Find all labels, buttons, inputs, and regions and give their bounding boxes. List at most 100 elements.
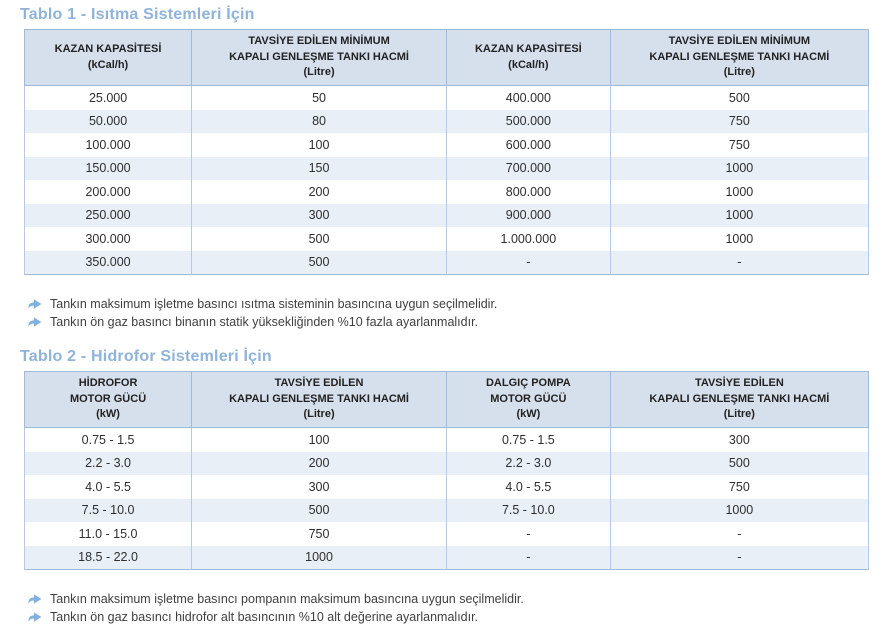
table-cell: 1000 [191,545,447,570]
table-cell: 1000 [609,227,870,251]
curved-right-arrow-icon [28,299,42,309]
table-cell: 1000 [609,203,870,227]
table-cell: 50 [191,85,447,110]
table-cell: 500 [609,85,870,110]
table1-header-boiler-capacity-left: KAZAN KAPASİTESİ (kCal/h) [23,29,193,86]
table1-header-row: KAZAN KAPASİTESİ (kCal/h) TAVSİYE EDİLEN… [23,29,870,86]
table-cell: 18.5 - 22.0 [23,545,193,570]
table1-title: Tablo 1 - Isıtma Sistemleri İçin [20,6,255,23]
table-cell: - [445,522,611,546]
table2-notes: Tankın maksimum işletme basıncı pompanın… [28,590,896,626]
table-cell: 350.000 [23,250,193,275]
table2-header: HİDROFOR MOTOR GÜCÜ (kW) TAVSİYE EDİLEN … [23,371,870,428]
table-cell: 0.75 - 1.5 [445,427,611,452]
table2: HİDROFOR MOTOR GÜCÜ (kW) TAVSİYE EDİLEN … [23,371,870,570]
table-cell: 400.000 [445,85,611,110]
table-row: 350.000 500- - [23,250,870,275]
table-row: 250.000 300 900.000 1000 [23,203,870,227]
table-cell: 800.000 [445,180,611,204]
table-cell: 500 [191,498,447,522]
table2-title: Tablo 2 - Hidrofor Sistemleri İçin [20,348,272,365]
table-cell: 1000 [609,180,870,204]
note-text: Tankın maksimum işletme basıncı pompanın… [50,592,524,606]
note-item: Tankın maksimum işletme basıncı ısıtma s… [28,295,896,313]
table-cell: 500.000 [445,109,611,133]
table-cell: - [445,545,611,570]
table-cell: 300 [191,475,447,499]
table-cell: - [609,250,870,275]
table-cell: 300 [609,427,870,452]
table1-header-boiler-capacity-right: KAZAN KAPASİTESİ (kCal/h) [445,29,611,86]
table-row: 0.75 - 1.5 100 0.75 - 1.5 300 [23,427,870,452]
table-cell: 500 [191,250,447,275]
page: Tablo 1 - Isıtma Sistemleri İçin KAZAN K… [20,6,896,626]
table-cell: 4.0 - 5.5 [23,475,193,499]
table2-header-tank-volume-left: TAVSİYE EDİLEN KAPALI GENLEŞME TANKI HAC… [191,371,447,428]
table-row: 11.0 - 15.0 750- - [23,522,870,546]
table-cell: 700.000 [445,156,611,180]
table-cell: 11.0 - 15.0 [23,522,193,546]
table-row: 2.2 - 3.0 200 2.2 - 3.0 500 [23,451,870,475]
table-cell: 7.5 - 10.0 [445,498,611,522]
table-row: 4.0 - 5.5 300 4.0 - 5.5 750 [23,475,870,499]
curved-right-arrow-icon [28,317,42,327]
table-cell: 200.000 [23,180,193,204]
table-cell: 900.000 [445,203,611,227]
table-cell: 750 [609,133,870,157]
table-row: 18.5 - 22.0 1000- - [23,545,870,570]
table-cell: 300 [191,203,447,227]
table2-header-hydrophore-motor-power: HİDROFOR MOTOR GÜCÜ (kW) [23,371,193,428]
table-cell: 100 [191,133,447,157]
table-cell: 100 [191,427,447,452]
table2-body: 0.75 - 1.5 100 0.75 - 1.5 300 2.2 - 3.0 200 2.… [23,427,870,570]
table-cell: 300.000 [23,227,193,251]
table-cell: 500 [191,227,447,251]
table-cell: 7.5 - 10.0 [23,498,193,522]
table-cell: - [609,522,870,546]
table-row: 150.000 150 700.000 1000 [23,156,870,180]
table-cell: 750 [609,109,870,133]
note-text: Tankın maksimum işletme basıncı ısıtma s… [50,297,498,311]
table-cell: 200 [191,451,447,475]
table1: KAZAN KAPASİTESİ (kCal/h) TAVSİYE EDİLEN… [23,29,870,275]
note-text: Tankın ön gaz basıncı binanın statik yük… [50,315,479,329]
note-item: Tankın ön gaz basıncı binanın statik yük… [28,313,896,331]
table2-header-tank-volume-right: TAVSİYE EDİLEN KAPALI GENLEŞME TANKI HAC… [609,371,870,428]
table-cell: 1000 [609,156,870,180]
note-item: Tankın ön gaz basıncı hidrofor alt basın… [28,608,896,626]
table-row: 50.000 80 500.000 750 [23,109,870,133]
table-row: 200.000 200 800.000 1000 [23,180,870,204]
table-cell: 0.75 - 1.5 [23,427,193,452]
table-cell: - [609,545,870,570]
table-cell: 250.000 [23,203,193,227]
table-cell: 25.000 [23,85,193,110]
table-cell: 750 [191,522,447,546]
table1-notes: Tankın maksimum işletme basıncı ısıtma s… [28,295,896,331]
table-cell: 50.000 [23,109,193,133]
table-cell: 150.000 [23,156,193,180]
note-text: Tankın ön gaz basıncı hidrofor alt basın… [50,610,479,624]
table1-body: 25.000 50 400.000 500 50.000 80 500.000 750 100.… [23,85,870,275]
table-cell: 750 [609,475,870,499]
table-cell: 500 [609,451,870,475]
curved-right-arrow-icon [28,612,42,622]
table-row: 25.000 50 400.000 500 [23,85,870,110]
table-row: 7.5 - 10.0 500 7.5 - 10.0 1000 [23,498,870,522]
table-cell: 600.000 [445,133,611,157]
table1-header-tank-volume-left: TAVSİYE EDİLEN MİNİMUM KAPALI GENLEŞME T… [191,29,447,86]
table-cell: 2.2 - 3.0 [445,451,611,475]
table-cell: 4.0 - 5.5 [445,475,611,499]
table1-header-tank-volume-right: TAVSİYE EDİLEN MİNİMUM KAPALI GENLEŞME T… [609,29,870,86]
table-cell: 1.000.000 [445,227,611,251]
table2-header-submersible-pump-motor-power: DALGIÇ POMPA MOTOR GÜCÜ (kW) [445,371,611,428]
table-cell: 100.000 [23,133,193,157]
note-item: Tankın maksimum işletme basıncı pompanın… [28,590,896,608]
table-cell: 2.2 - 3.0 [23,451,193,475]
curved-right-arrow-icon [28,594,42,604]
table-cell: - [445,250,611,275]
table-cell: 200 [191,180,447,204]
table-row: 100.000 100 600.000 750 [23,133,870,157]
table-cell: 150 [191,156,447,180]
table-cell: 1000 [609,498,870,522]
table-cell: 80 [191,109,447,133]
